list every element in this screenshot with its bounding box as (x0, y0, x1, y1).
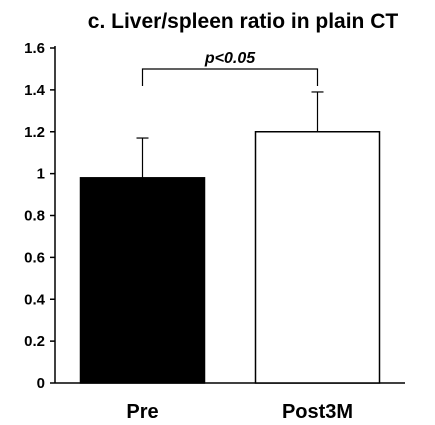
y-tick-label: 1.2 (24, 124, 45, 141)
y-tick-label: 0.4 (24, 291, 46, 308)
y-tick-label: 0.6 (24, 249, 45, 266)
significance-bracket-line (141, 68, 319, 86)
category-label: Pre (126, 401, 158, 423)
category-label: Post3M (282, 401, 353, 423)
bar-pre (79, 177, 206, 384)
bar-post3m (254, 131, 381, 384)
axes: 0 0.2 0.4 0.6 0.8 1 1.2 1.4 1.6 (24, 40, 405, 392)
chart-title: c. Liver/spleen ratio in plain CT (88, 10, 399, 33)
y-tick-label: 0 (37, 375, 45, 392)
significance-bracket: p<0.05 (141, 50, 319, 86)
y-tick-label: 0.8 (24, 208, 45, 225)
y-tick-label: 0.2 (24, 333, 45, 350)
y-tick-label: 1.6 (24, 40, 45, 57)
bars (79, 131, 381, 384)
significance-label: p<0.05 (204, 50, 256, 67)
y-tick-label: 1.4 (24, 82, 46, 99)
y-tick-label: 1 (37, 166, 45, 183)
category-labels: Pre Post3M (126, 401, 353, 423)
error-bars (136, 91, 324, 178)
